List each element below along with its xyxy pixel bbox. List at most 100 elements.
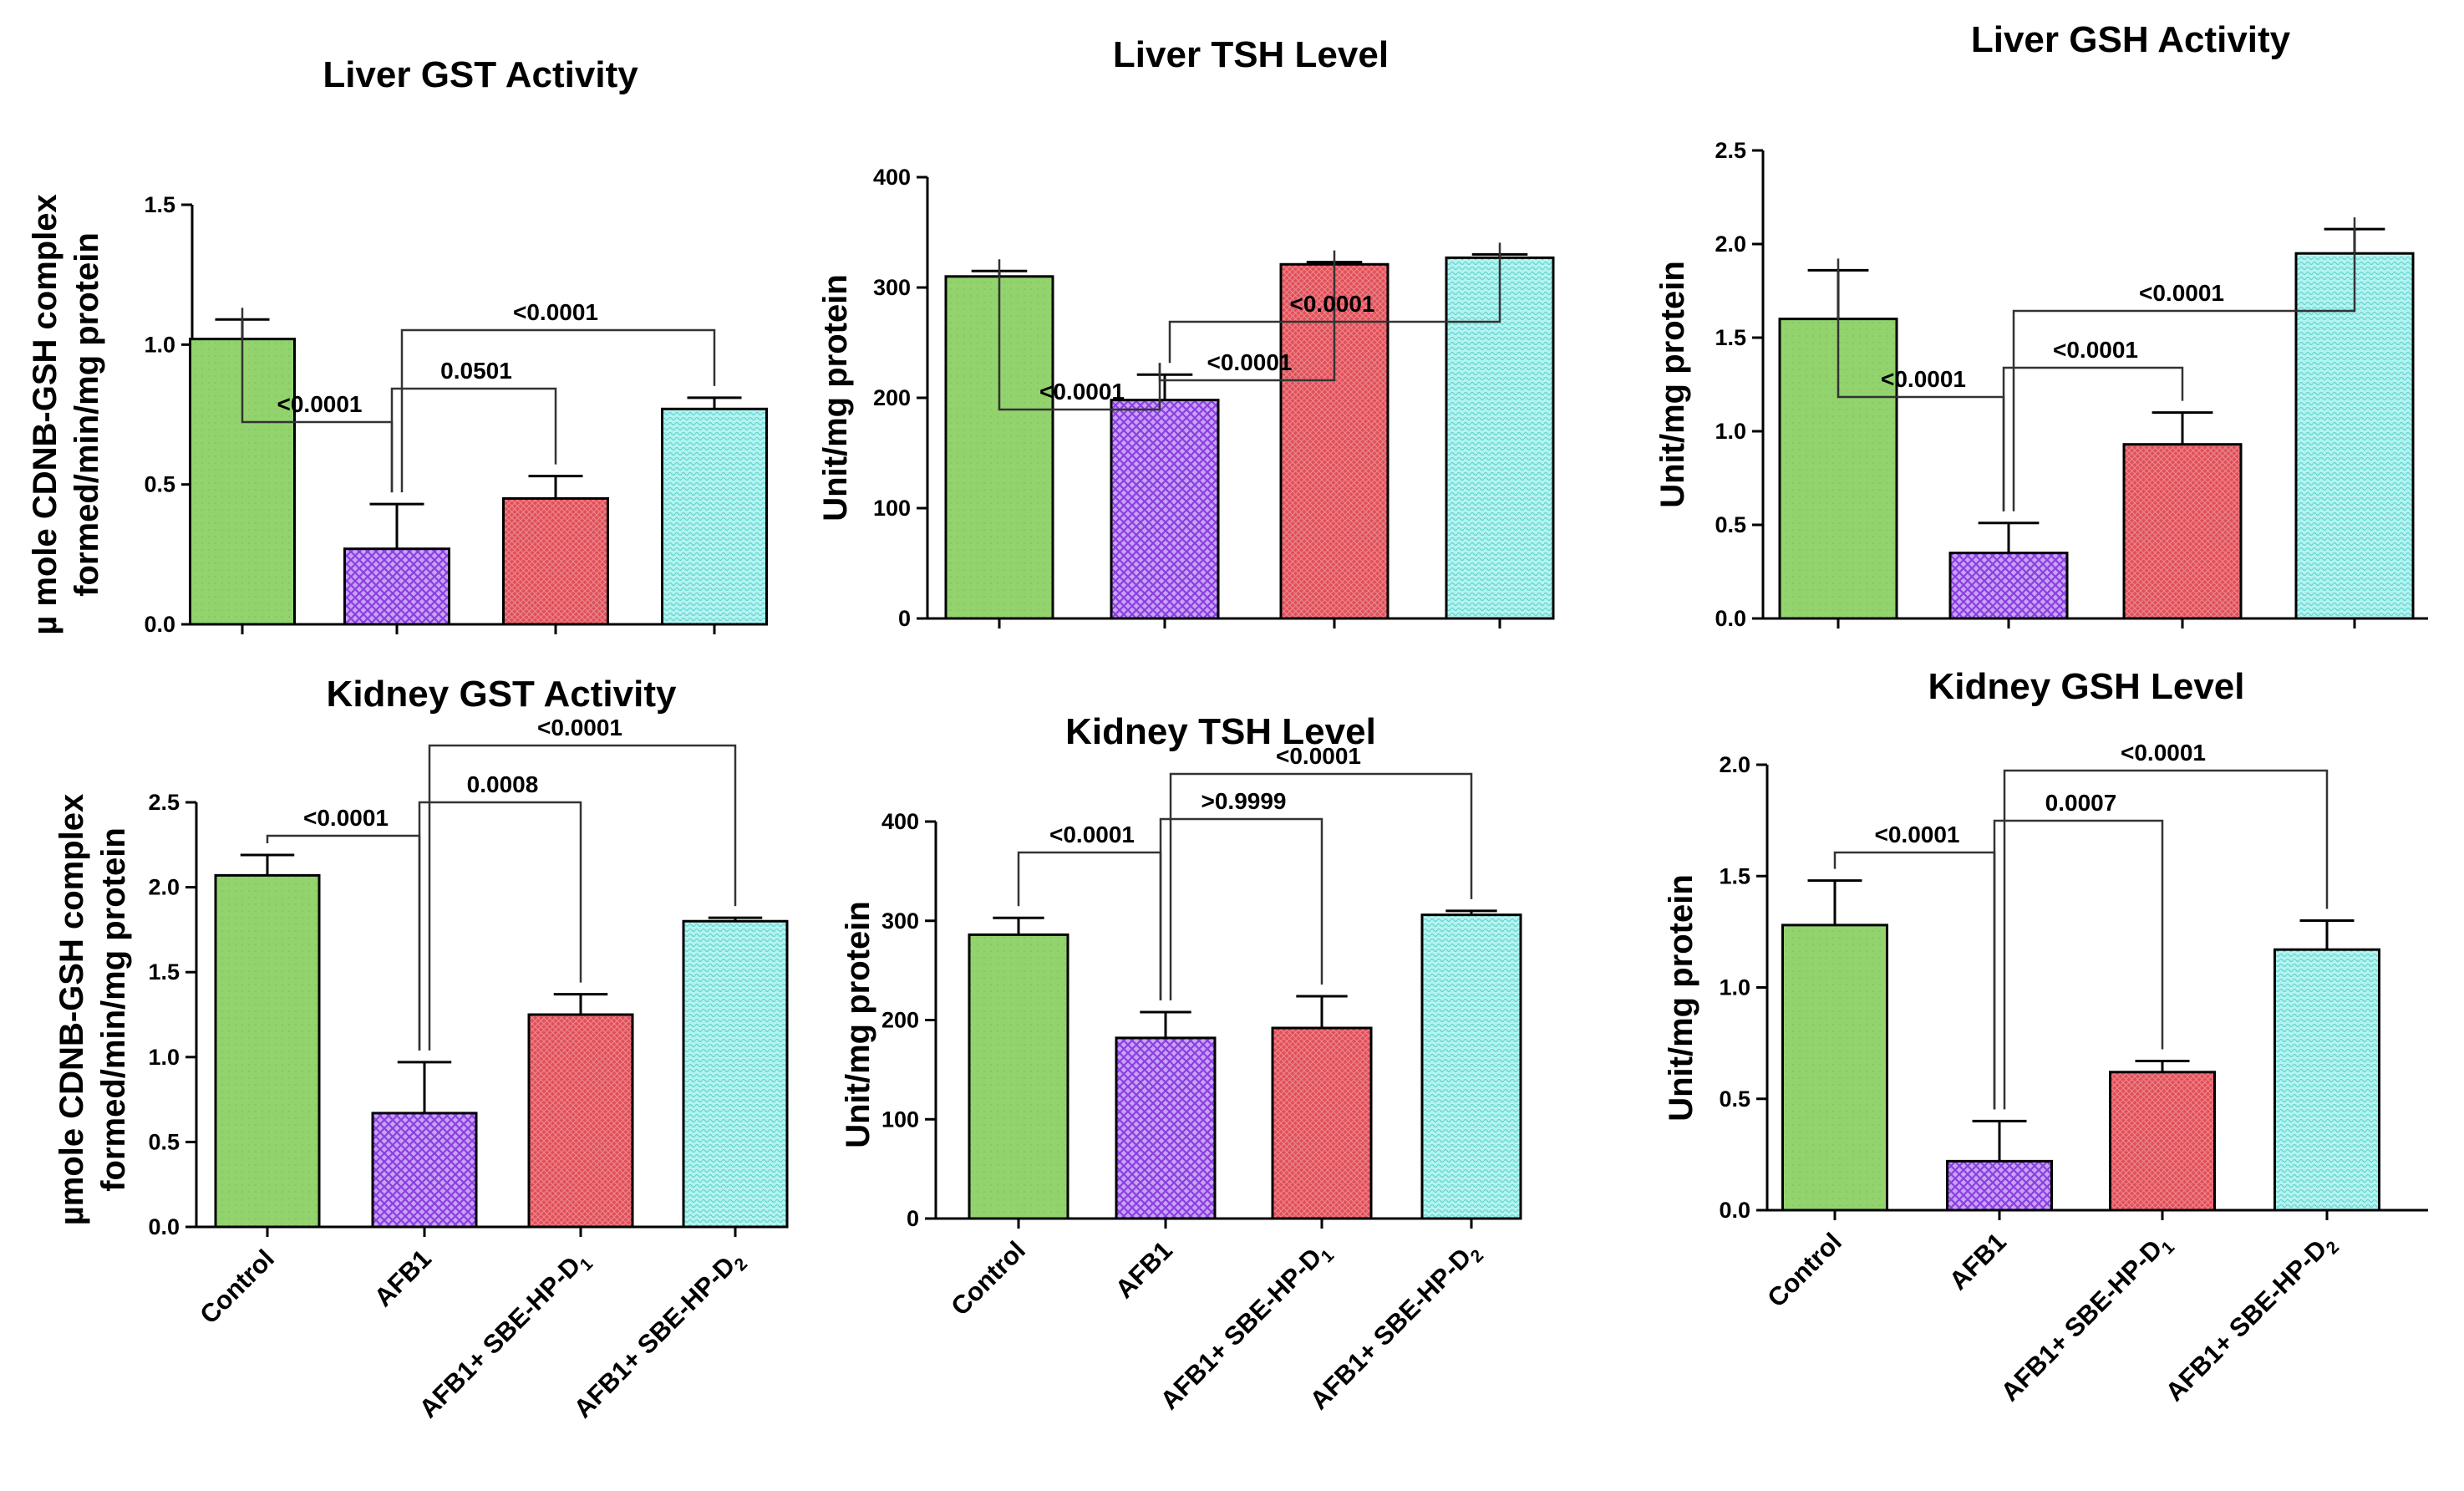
bar-control xyxy=(1781,924,1888,1212)
y-tick-label: 2.0 xyxy=(1715,232,1746,257)
p-value-label: <0.0001 xyxy=(2053,337,2138,363)
y-tick-label: 100 xyxy=(881,1107,919,1132)
y-tick-label: 0.0 xyxy=(1719,1198,1750,1223)
y-tick-label: 200 xyxy=(873,385,911,410)
y-tick-label: 1.0 xyxy=(148,1045,180,1070)
y-tick-label: 400 xyxy=(881,809,919,834)
x-tick-label-afb1: AFB1 xyxy=(368,1244,437,1312)
x-tick-label-afb1: AFB1 xyxy=(1943,1227,2012,1295)
p-value-label: 0.0008 xyxy=(467,771,539,797)
x-tick-label-group: Control xyxy=(945,1235,1031,1321)
chart-liver-tsh: Liver TSH Level Unit/mg protein 0 100 200 3… xyxy=(817,34,1555,631)
y-tick-label: 2.0 xyxy=(1719,752,1750,777)
p-value-label: <0.0001 xyxy=(2139,280,2224,306)
x-tick-label-afb1-sbe-hp-d2: AFB1+ SBE-HP-D2 xyxy=(568,1244,751,1427)
y-tick-label: 2.5 xyxy=(148,790,180,815)
significance-bracket xyxy=(400,328,716,493)
bar-afb1-sbe-hp-d2 xyxy=(661,407,768,626)
x-tick-label-afb1-sbe-hp-d1: AFB1+ SBE-HP-D1 xyxy=(414,1244,597,1427)
significance-bracket xyxy=(1993,819,2164,1110)
significance-bracket xyxy=(1159,817,1323,1000)
y-tick-label: 1.5 xyxy=(1715,325,1746,350)
y-tick-label: 0.5 xyxy=(1719,1086,1750,1112)
p-value-label: <0.0001 xyxy=(537,715,622,740)
x-tick-label-afb1-sbe-hp-d1: AFB1+ SBE-HP-D1 xyxy=(1995,1227,2179,1411)
chart-title: Kidney TSH Level xyxy=(1065,711,1376,752)
significance-bracket xyxy=(2012,217,2356,511)
y-tick-label: 1.0 xyxy=(1719,975,1750,1000)
x-tick-label-control: Control xyxy=(945,1235,1031,1321)
y-axis-label-line-1: µ mole CDNB-GSH complex xyxy=(27,194,64,635)
bar-afb1-sbe-hp-d1 xyxy=(2122,443,2243,620)
y-axis-label: Unit/mg protein xyxy=(840,901,876,1148)
significance-bracket xyxy=(390,387,557,493)
bar-afb1-sbe-hp-d1 xyxy=(502,496,609,626)
y-tick-label: 1.5 xyxy=(1719,863,1750,888)
y-tick-label: 0.5 xyxy=(144,472,175,497)
p-value-label: <0.0001 xyxy=(1207,349,1293,375)
x-tick-label-control: Control xyxy=(194,1244,280,1330)
y-tick-label: 0 xyxy=(907,1206,919,1231)
y-tick-label: 200 xyxy=(881,1008,919,1033)
bar-afb1 xyxy=(371,1112,478,1229)
p-value-label: <0.0001 xyxy=(1881,366,1966,392)
bar-afb1 xyxy=(1110,399,1220,620)
y-tick-label: 300 xyxy=(881,908,919,934)
chart-title: Liver TSH Level xyxy=(1113,34,1389,75)
x-tick-label-group: Control xyxy=(194,1244,280,1330)
bar-afb1 xyxy=(1948,552,2069,620)
p-value-label: <0.0001 xyxy=(1049,822,1135,847)
y-tick-label: 100 xyxy=(873,496,911,521)
x-tick-label-afb1-sbe-hp-d2: AFB1+ SBE-HP-D2 xyxy=(2160,1227,2343,1410)
y-tick-label: 0.0 xyxy=(148,1214,180,1239)
y-tick-label: 0.5 xyxy=(148,1129,180,1154)
x-tick-label-group: AFB1 xyxy=(1110,1235,1178,1304)
bar-afb1-sbe-hp-d2 xyxy=(682,919,789,1229)
bar-control xyxy=(968,933,1069,1220)
bar-afb1-sbe-hp-d2 xyxy=(1420,913,1522,1220)
y-tick-label: 1.5 xyxy=(148,959,180,985)
chart-liver-gsh: Liver GSH Activity Unit/mg protein 0.0 0.… xyxy=(1654,19,2428,631)
p-value-label: <0.0001 xyxy=(277,391,363,417)
bar-afb1 xyxy=(343,547,450,626)
bar-afb1-sbe-hp-d1 xyxy=(1271,1026,1373,1220)
chart-kidney-tsh: Kidney TSH Level Unit/mg protein 0 100 200… xyxy=(840,711,1522,1419)
x-tick-label-group: Control xyxy=(1761,1227,1847,1313)
y-tick-label: 1.0 xyxy=(144,332,175,357)
x-tick-label-control: Control xyxy=(1761,1227,1847,1313)
y-axis-label-line-1: µmole CDNB-GSH complex xyxy=(53,794,90,1225)
chart-title: Liver GST Activity xyxy=(323,54,638,95)
bar-afb1 xyxy=(1946,1159,2053,1212)
y-tick-label: 400 xyxy=(873,165,911,190)
y-tick-label: 1.5 xyxy=(144,192,175,217)
p-value-label: 0.0501 xyxy=(440,358,512,384)
p-value-label: <0.0001 xyxy=(513,299,598,325)
chart-liver-gst: Liver GST Activity µ mole CDNB-GSH compl… xyxy=(27,54,768,637)
x-tick-label-group: AFB1+ SBE-HP-D1 xyxy=(1995,1227,2179,1411)
y-tick-label: 0 xyxy=(898,606,911,631)
x-tick-label-group: AFB1+ SBE-HP-D1 xyxy=(414,1244,597,1427)
p-value-label: <0.0001 xyxy=(1276,743,1361,769)
significance-bracket xyxy=(2003,769,2329,1110)
bar-afb1-sbe-hp-d2 xyxy=(2273,948,2380,1212)
y-tick-label: 0.0 xyxy=(1715,606,1746,631)
p-value-label: <0.0001 xyxy=(303,805,389,831)
bar-afb1-sbe-hp-d2 xyxy=(2294,252,2415,620)
significance-bracket xyxy=(1168,242,1501,364)
significance-bracket xyxy=(418,801,582,1051)
p-value-label: >0.9999 xyxy=(1202,788,1287,814)
y-tick-label: 0.0 xyxy=(144,612,175,637)
significance-bracket xyxy=(1169,772,1473,1000)
y-tick-label: 300 xyxy=(873,275,911,300)
x-tick-label-group: AFB1 xyxy=(1943,1227,2012,1295)
y-tick-label: 1.0 xyxy=(1715,419,1746,444)
significance-bracket xyxy=(428,744,737,1051)
y-axis-label: Unit/mg protein xyxy=(1663,874,1699,1122)
p-value-label: <0.0001 xyxy=(2121,740,2206,766)
bar-afb1-sbe-hp-d1 xyxy=(2109,1071,2216,1212)
chart-title: Kidney GST Activity xyxy=(327,674,677,715)
x-tick-label-afb1: AFB1 xyxy=(1110,1235,1178,1304)
chart-title: Kidney GSH Level xyxy=(1928,666,2244,707)
